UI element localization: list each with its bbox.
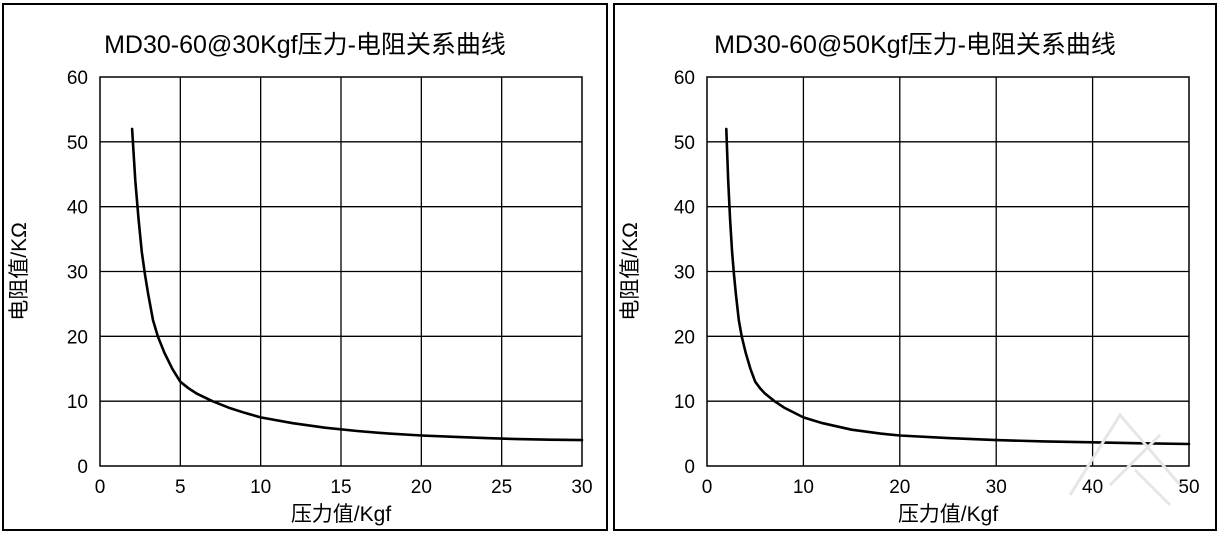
- x-tick-label: 30: [571, 477, 592, 498]
- y-axis-label: 电阻值/KΩ: [619, 222, 642, 321]
- x-axis-label: 压力值/Kgf: [898, 503, 999, 526]
- series-line: [725, 127, 1191, 446]
- series-line: [130, 127, 584, 442]
- chart-panel-30kgf: MD30-60@30Kgf压力-电阻关系曲线 0 5 10 15 20 25 30 0 10 20…: [2, 3, 608, 531]
- x-tick-label: 40: [1082, 477, 1103, 498]
- chart-title: MD30-60@50Kgf压力-电阻关系曲线: [714, 31, 1116, 59]
- x-tick-label: 0: [702, 477, 713, 498]
- y-tick-label: 60: [67, 68, 88, 89]
- chart-plot-50kgf: 0 10 20 30 40 50 0 10 20 30 40 50 60 压力值/Kgf 电阻值/KΩ: [619, 68, 1200, 526]
- x-tick-label: 10: [250, 477, 271, 498]
- y-tick-label: 50: [67, 133, 88, 154]
- x-tick-label: 5: [175, 477, 186, 498]
- x-tick-label: 15: [330, 477, 351, 498]
- y-tick-label: 30: [674, 263, 695, 284]
- y-axis-label: 电阻值/KΩ: [8, 222, 31, 321]
- y-tick-label: 30: [67, 263, 88, 284]
- chart-panel-50kgf: MD30-60@50Kgf压力-电阻关系曲线 0 10 20 30 40 50 0 10 20 3…: [613, 3, 1217, 531]
- y-tick-label: 60: [674, 68, 695, 89]
- x-tick-label: 50: [1178, 477, 1199, 498]
- plot-area-frame: [99, 76, 583, 467]
- y-tick-label: 10: [674, 392, 695, 413]
- chart-title: MD30-60@30Kgf压力-电阻关系曲线: [104, 31, 506, 59]
- y-tick-label: 0: [77, 457, 88, 478]
- x-tick-label: 0: [95, 477, 106, 498]
- x-tick-label: 30: [986, 477, 1007, 498]
- y-tick-label: 20: [67, 327, 88, 348]
- y-tick-label: 0: [684, 457, 695, 478]
- plot-area-frame: [706, 76, 1190, 467]
- x-tick-label: 10: [793, 477, 814, 498]
- y-tick-label: 50: [674, 133, 695, 154]
- y-tick-label: 40: [67, 198, 88, 219]
- y-tick-label: 20: [674, 327, 695, 348]
- x-axis-label: 压力值/Kgf: [291, 503, 392, 526]
- chart-plot-30kgf: 0 5 10 15 20 25 30 0 10 20 30 40 50 60 压力值/Kgf 电阻值/KΩ: [8, 68, 593, 526]
- y-tick-label: 40: [674, 198, 695, 219]
- x-tick-label: 25: [491, 477, 512, 498]
- x-tick-label: 20: [411, 477, 432, 498]
- x-tick-label: 20: [889, 477, 910, 498]
- y-tick-label: 10: [67, 392, 88, 413]
